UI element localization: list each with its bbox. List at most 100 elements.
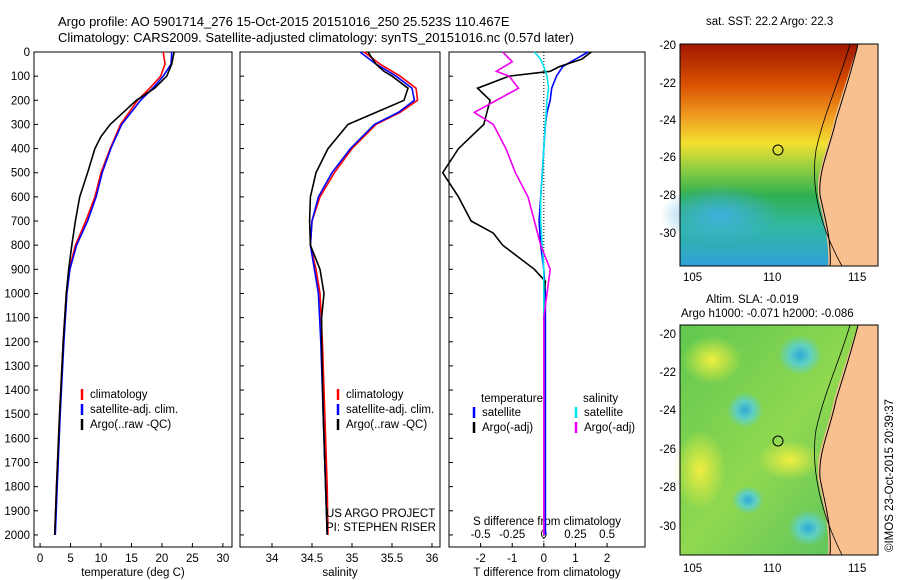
s-axis-label: S difference from climatology <box>473 516 621 528</box>
map-bottom-ytick: -24 <box>659 405 676 417</box>
plot-frame <box>448 51 646 548</box>
legend-header: temperature <box>481 393 543 405</box>
series-line-argo-raw-qc- <box>308 51 409 535</box>
x-tick-label: 2 <box>604 553 610 565</box>
header-line1: Argo profile: AO 5901714_276 15-Oct-2015… <box>58 14 510 29</box>
temperature-panel: 0100200300400500600700800900100011001200… <box>4 47 233 579</box>
map-top-ytick: -22 <box>659 78 676 90</box>
legend-label: Argo(..raw -QC) <box>90 419 171 431</box>
depth-tick-label: 200 <box>11 95 30 107</box>
depth-tick-label: 800 <box>11 240 30 252</box>
depth-tick-label: 1100 <box>5 313 30 325</box>
depth-tick-label: 1000 <box>4 288 30 300</box>
legend-label: satellite <box>584 407 623 419</box>
sla-low-patch <box>788 510 828 546</box>
sla-low-patch <box>732 486 764 514</box>
watermark: ©IMOS 23-Oct-2015 20:39:37 <box>884 399 896 552</box>
depth-tick-label: 400 <box>11 144 30 156</box>
legend-label: satellite-adj. clim. <box>90 404 178 416</box>
sst-map: sat. SST: 22.2 Argo: 22.3 105 110 115 -2… <box>659 16 879 284</box>
map-bottom-frame <box>679 324 879 556</box>
series-line-s-argo-adj- <box>472 51 552 535</box>
map-bottom-title2: Argo h1000: -0.071 h2000: -0.086 <box>681 308 854 320</box>
legend-label: climatology <box>346 389 404 401</box>
sla-map: Altim. SLA: -0.019 Argo h1000: -0.071 h2… <box>659 294 879 575</box>
map-top-ytick: -24 <box>659 115 676 127</box>
x-tick-label: -2 <box>475 553 485 565</box>
x-tick-label: 20 <box>156 553 169 565</box>
depth-tick-label: 0 <box>24 47 30 59</box>
depth-tick-label: 1300 <box>4 361 30 373</box>
map-top-ytick: -28 <box>659 190 676 202</box>
argo-location-bottom <box>772 435 784 447</box>
coastline-bottom <box>819 324 859 556</box>
x-tick-label: 34.5 <box>301 553 323 565</box>
map-top-xtick: 105 <box>683 272 702 284</box>
map-bottom-xtick: 110 <box>763 563 781 575</box>
depth-tick-label: 1200 <box>4 337 30 349</box>
map-bottom-title1: Altim. SLA: -0.019 <box>706 294 799 306</box>
map-top-ytick: -20 <box>659 40 676 52</box>
depth-tick-label: 600 <box>11 192 30 204</box>
depth-tick-label: 500 <box>11 168 30 180</box>
salinity-panel: 34 34.5 35 35.5 36 salinity climatology satelli… <box>239 51 441 579</box>
map-bottom-ytick: -30 <box>659 521 676 533</box>
legend-label: satellite <box>482 407 521 419</box>
x-axis-label: salinity <box>322 567 357 579</box>
x-tick-label: 1 <box>572 553 578 565</box>
s-tick-label: 0 <box>541 529 547 541</box>
s-tick-label: -0.25 <box>499 529 525 541</box>
sla-low-patch <box>778 335 822 375</box>
map-top-ytick: -30 <box>659 228 676 240</box>
sla-high-patch <box>674 430 726 510</box>
difference-panel: -2 -1 0 1 2 -0.5 -0.25 0 0.25 0.5S difference fro… <box>441 51 646 579</box>
s-tick-label: 0.5 <box>599 529 615 541</box>
header-line2: Climatology: CARS2009. Satellite-adjuste… <box>58 30 574 45</box>
sst-cool-patch <box>660 185 780 245</box>
map-top-frame <box>679 43 879 267</box>
map-top-title: sat. SST: 22.2 Argo: 22.3 <box>706 16 833 28</box>
s-tick-label: -0.5 <box>471 529 491 541</box>
depth-tick-label: 1400 <box>4 385 30 397</box>
depth-tick-label: 700 <box>11 216 30 228</box>
x-tick-label: 35.5 <box>381 553 403 565</box>
map-bottom-ytick: -20 <box>659 329 676 341</box>
series-line-argo-raw-qc- <box>53 51 175 535</box>
depth-tick-label: 1700 <box>4 457 30 469</box>
legend-label: Argo(..raw -QC) <box>346 419 427 431</box>
map-bottom-ytick: -26 <box>659 444 676 456</box>
x-tick-label: 0 <box>37 553 43 565</box>
legend-label: Argo(-adj) <box>584 422 635 434</box>
series-line-climatology <box>309 51 419 535</box>
map-bottom-ytick: -22 <box>659 367 676 379</box>
x-tick-label: 15 <box>125 553 138 565</box>
pi-annotation: PI: STEPHEN RISER <box>326 522 436 534</box>
sla-high-patch <box>682 336 742 384</box>
land-top <box>817 44 878 266</box>
x-tick-label: 5 <box>67 553 73 565</box>
x-tick-label: -1 <box>507 553 517 565</box>
depth-tick-label: 900 <box>11 264 30 276</box>
map-top-xtick: 110 <box>763 272 781 284</box>
land-bottom <box>817 325 878 555</box>
x-tick-label: 10 <box>95 553 108 565</box>
depth-tick-label: 1500 <box>4 409 30 421</box>
s-tick-label: 0.25 <box>564 529 586 541</box>
legend-label: satellite-adj. clim. <box>346 404 434 416</box>
legend-label: climatology <box>90 389 148 401</box>
x-tick-label: 36 <box>426 553 439 565</box>
coastline-top <box>819 43 859 267</box>
x-axis-label: T difference from climatology <box>473 567 620 579</box>
depth-tick-label: 100 <box>11 71 30 83</box>
x-axis-label: temperature (deg C) <box>81 567 185 579</box>
depth-tick-label: 1600 <box>4 433 30 445</box>
legend-label: Argo(-adj) <box>482 422 533 434</box>
x-tick-label: 0 <box>541 553 547 565</box>
sla-high-patch <box>758 440 822 480</box>
x-tick-label: 30 <box>216 553 229 565</box>
project-annotation: US ARGO PROJECT <box>326 508 435 520</box>
sla-low-patch <box>727 392 763 428</box>
map-bottom-xtick: 115 <box>848 563 866 575</box>
map-bottom-xtick: 105 <box>683 563 702 575</box>
map-top-xtick: 115 <box>848 272 866 284</box>
